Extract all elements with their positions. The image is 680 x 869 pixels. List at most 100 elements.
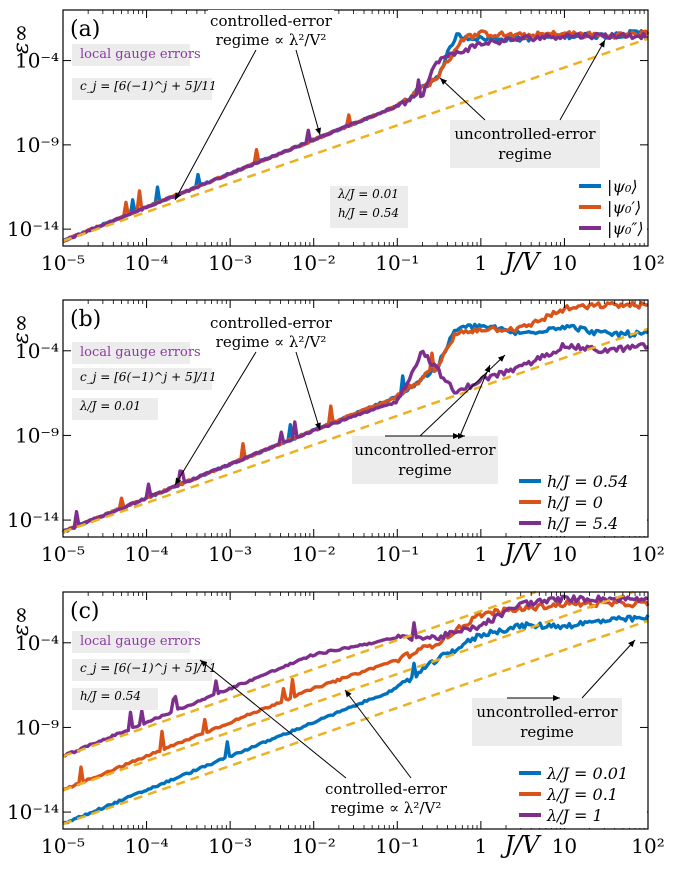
gauge-errors-label: local gauge errors — [80, 345, 201, 360]
legend-entry: λ/J = 1 — [546, 806, 603, 825]
y-tick-label: 10⁻⁴ — [15, 339, 59, 363]
dashed-guide-line — [62, 327, 649, 534]
plot-frame — [62, 9, 649, 247]
panel-c: 10⁻⁵ 10⁻⁴ 10⁻³ 10⁻² 10⁻¹ 1 10 10² J/V 10⁻¹⁴ 10⁻⁹ 10… — [7, 590, 665, 859]
dashed-guide-line — [62, 590, 537, 758]
param-label: h/J = 0.54 — [80, 689, 141, 703]
legend-entry: |ψ₀″⟩ — [607, 219, 644, 238]
x-tick-label: 10⁻⁵ — [41, 834, 85, 858]
panel-label: (c) — [70, 599, 100, 624]
legend-entry: |ψ₀⟩ — [607, 177, 638, 196]
annotation-arrow — [459, 364, 491, 437]
x-tick-label: 10⁻⁴ — [125, 834, 169, 858]
legend-entry: h/J = 5.4 — [547, 514, 618, 533]
annotation-box — [72, 631, 190, 653]
cj-formula-label: c_j = [6(−1)^j + 5]/11 — [80, 79, 217, 93]
x-tick-label: 10 — [552, 251, 577, 275]
x-axis-label: J/V — [499, 831, 542, 859]
x-tick-label: 1 — [474, 834, 487, 858]
x-tick-label: 10⁻³ — [208, 834, 252, 858]
uncontrolled-error-label: regime — [520, 723, 574, 741]
controlled-error-label: controlled-error — [210, 314, 333, 332]
annotation-box — [72, 342, 190, 364]
legend-entry: λ/J = 0.1 — [546, 785, 618, 804]
uncontrolled-error-label: regime — [398, 461, 452, 479]
annotation-arrow — [295, 49, 321, 136]
controlled-error-label: regime ∝ λ²/V² — [216, 333, 327, 351]
gauge-errors-label: local gauge errors — [80, 47, 201, 62]
x-tick-label: 10⁻² — [292, 834, 336, 858]
series-line-3 — [62, 594, 649, 758]
x-axis-label: J/V — [499, 539, 542, 567]
series-line-3 — [62, 31, 649, 243]
x-tick-label: 10⁻⁵ — [41, 542, 85, 566]
legend-entry: h/J = 0 — [547, 493, 603, 512]
panel-label: (b) — [70, 307, 101, 332]
param-label: h/J = 0.54 — [338, 206, 399, 220]
x-tick-label: 10⁻¹ — [375, 251, 419, 275]
x-tick-label: 10⁻³ — [208, 542, 252, 566]
annotation-box — [72, 368, 212, 390]
x-tick-label: 10² — [631, 251, 664, 275]
panel-a: 10⁻⁵ 10⁻⁴ 10⁻³ 10⁻² 10⁻¹ 1 10 10² J/V 10⁻¹⁴ 10⁻⁹ 10… — [7, 9, 665, 276]
annotation-arrow — [174, 351, 257, 486]
panel-label: (a) — [70, 17, 100, 42]
y-tick-label: 10⁻¹⁴ — [7, 217, 59, 241]
param-label: λ/J = 0.01 — [79, 399, 141, 413]
gauge-errors-label: local gauge errors — [80, 634, 201, 649]
controlled-error-label: regime ∝ λ²/V² — [216, 31, 327, 49]
annotation-arrow — [295, 351, 321, 431]
y-axis-label: ε∞ — [9, 314, 34, 344]
y-tick-label: 10⁻⁴ — [15, 631, 59, 655]
uncontrolled-error-label: uncontrolled-error — [454, 125, 596, 143]
controlled-box — [208, 312, 334, 352]
x-tick-label: 10⁻¹ — [375, 834, 419, 858]
x-tick-label: 1 — [474, 542, 487, 566]
annotation-arrow — [344, 689, 412, 779]
annotation-arrow — [174, 49, 257, 201]
plot-frame — [62, 299, 649, 538]
y-tick-label: 10⁻⁹ — [15, 715, 59, 739]
annotation-box — [72, 44, 190, 66]
dashed-guide-line — [62, 37, 649, 243]
x-tick-label: 10 — [552, 834, 577, 858]
controlled-error-label: controlled-error — [210, 12, 333, 30]
controlled-error-label: regime ∝ λ²/V² — [331, 799, 442, 817]
y-axis-label: ε∞ — [9, 24, 34, 54]
annotation-arrow — [439, 77, 486, 121]
x-axis-label: J/V — [499, 248, 542, 276]
annotation-box — [72, 78, 212, 100]
x-tick-label: 1 — [474, 251, 487, 275]
params-box — [72, 398, 158, 420]
legend-entry: λ/J = 0.01 — [546, 764, 628, 783]
legend-entry: h/J = 0.54 — [547, 472, 628, 491]
x-tick-label: 10 — [552, 542, 577, 566]
uncontrolled-error-label: uncontrolled-error — [476, 703, 618, 721]
legend-entry: |ψ₀′⟩ — [607, 198, 641, 217]
controlled-box — [318, 778, 454, 820]
dashed-guide-line — [62, 619, 649, 826]
x-tick-label: 10⁻⁴ — [125, 542, 169, 566]
x-tick-label: 10⁻² — [292, 542, 336, 566]
annotation-box — [72, 659, 212, 681]
x-tick-label: 10² — [631, 834, 664, 858]
x-tick-label: 10² — [631, 542, 664, 566]
cj-formula-label: c_j = [6(−1)^j + 5]/11 — [80, 661, 217, 675]
annotation-arrow — [199, 659, 347, 779]
series-line-2 — [62, 599, 650, 792]
y-tick-label: 10⁻⁴ — [15, 49, 59, 73]
controlled-error-label: controlled-error — [325, 780, 448, 798]
annotation-arrow — [419, 354, 506, 437]
uncontrolled-error-label: uncontrolled-error — [354, 441, 496, 459]
controlled-box — [208, 10, 334, 50]
series-line-1 — [62, 614, 650, 826]
x-tick-label: 10⁻⁵ — [41, 251, 85, 275]
param-label: λ/J = 0.01 — [337, 187, 399, 201]
uncontrolled-error-label: regime — [498, 145, 552, 163]
x-tick-label: 10⁻¹ — [375, 542, 419, 566]
y-tick-label: 10⁻¹⁴ — [7, 508, 59, 532]
y-axis-label: ε∞ — [9, 606, 34, 636]
x-tick-label: 10⁻⁴ — [125, 251, 169, 275]
uncontrolled-box — [450, 120, 600, 168]
y-tick-label: 10⁻¹⁴ — [7, 800, 59, 824]
